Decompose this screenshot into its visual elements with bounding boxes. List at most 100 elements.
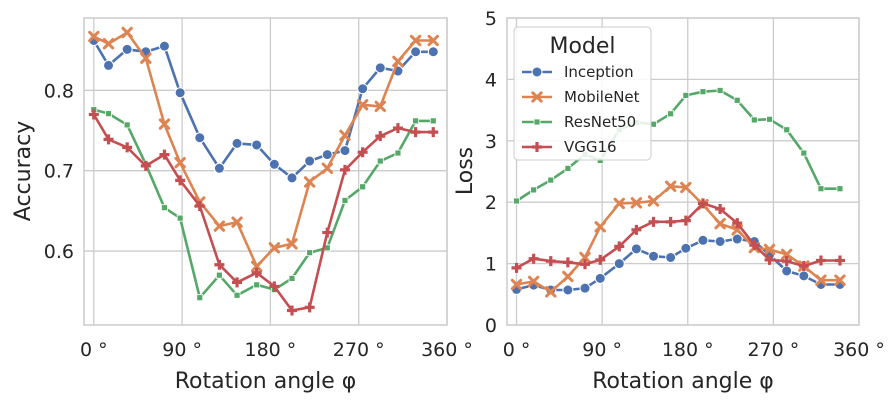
data-point — [231, 137, 243, 149]
data-point — [764, 254, 775, 265]
data-point — [251, 267, 262, 278]
data-point — [194, 132, 206, 144]
data-point — [392, 55, 404, 68]
data-point — [174, 156, 186, 169]
data-point — [304, 302, 315, 313]
data-point — [749, 240, 760, 251]
data-point — [834, 255, 845, 266]
x-axis-label: Rotation angle φ — [175, 369, 357, 394]
data-point — [682, 91, 690, 99]
data-point — [579, 251, 591, 264]
data-point — [103, 59, 115, 71]
data-point — [545, 256, 556, 267]
data-point — [158, 118, 171, 130]
data-point — [510, 278, 523, 291]
data-point — [339, 145, 351, 157]
data-point — [714, 217, 726, 230]
data-point — [579, 282, 591, 294]
data-point — [545, 286, 557, 298]
data-point — [215, 271, 223, 279]
data-point — [233, 291, 241, 299]
x-tick-label: 90 ° — [162, 339, 202, 361]
data-point — [140, 160, 151, 171]
data-point — [530, 186, 538, 194]
data-point — [613, 258, 625, 270]
data-point — [528, 253, 539, 264]
legend-label: Inception — [564, 63, 634, 81]
data-point — [664, 180, 677, 192]
x-tick-label: 0 ° — [503, 339, 531, 361]
data-point — [648, 250, 660, 262]
series-mobilenet — [510, 180, 846, 298]
x-tick-label: 360 ° — [421, 339, 473, 361]
data-point — [527, 275, 540, 288]
series-vgg16 — [88, 109, 439, 316]
x-tick-label: 360 ° — [833, 339, 885, 361]
data-point — [213, 162, 225, 174]
data-point — [339, 129, 351, 142]
data-point — [122, 142, 133, 153]
data-point — [339, 164, 350, 175]
data-point — [161, 204, 168, 212]
legend-marker — [531, 91, 543, 103]
data-point — [88, 30, 100, 43]
series-line — [93, 108, 434, 300]
data-point — [232, 277, 243, 288]
data-point — [123, 121, 131, 129]
x-tick-label: 90 ° — [582, 339, 622, 361]
data-point — [268, 158, 280, 170]
data-point — [667, 110, 675, 118]
data-point — [321, 149, 333, 161]
data-point — [306, 249, 314, 257]
data-point — [731, 233, 743, 245]
data-point — [392, 123, 403, 134]
data-point — [834, 274, 846, 286]
x-tick-label: 270 ° — [333, 339, 385, 361]
data-point — [251, 139, 263, 151]
legend-label: VGG16 — [564, 138, 617, 156]
x-tick-label: 0 ° — [80, 339, 108, 361]
data-point — [697, 198, 708, 209]
series-vgg16 — [511, 198, 845, 273]
data-point — [253, 281, 261, 289]
data-point — [763, 243, 776, 256]
data-point — [176, 214, 184, 222]
data-point — [680, 181, 692, 194]
data-point — [376, 157, 384, 165]
y-tick-label: 0.7 — [44, 161, 74, 183]
data-point — [733, 96, 741, 104]
data-point — [174, 87, 186, 99]
data-point — [647, 195, 660, 207]
y-tick-label: 0.6 — [44, 241, 74, 263]
data-point — [374, 62, 386, 74]
data-point — [836, 185, 844, 193]
data-point — [214, 259, 225, 270]
data-point — [680, 215, 691, 226]
data-point — [564, 165, 572, 172]
data-point — [159, 149, 170, 160]
data-point — [783, 126, 791, 134]
x-tick-label: 180 ° — [662, 339, 714, 361]
data-point — [594, 272, 606, 284]
data-point — [766, 115, 773, 123]
x-tick-label: 270 ° — [747, 339, 799, 361]
data-point — [341, 197, 349, 204]
data-point — [286, 238, 298, 250]
data-point — [356, 99, 369, 111]
data-point — [780, 248, 793, 261]
y-tick-label: 1 — [485, 254, 497, 276]
data-point — [375, 131, 386, 142]
data-point — [286, 172, 298, 184]
loss-chart: 0 ° 90 ° 180 ° 270 ° 360 ° 0 1 2 3 4 5 Rotation ang… — [453, 8, 885, 394]
data-point — [648, 216, 659, 227]
data-point — [357, 83, 369, 95]
data-point — [303, 176, 316, 188]
data-point — [88, 109, 99, 120]
y-tick-label: 5 — [485, 8, 497, 30]
x-axis-label: Rotation angle φ — [592, 369, 774, 394]
data-point — [595, 254, 606, 265]
data-point — [630, 197, 643, 209]
data-point — [121, 43, 133, 55]
legend-marker — [531, 66, 543, 78]
data-point — [288, 274, 296, 282]
